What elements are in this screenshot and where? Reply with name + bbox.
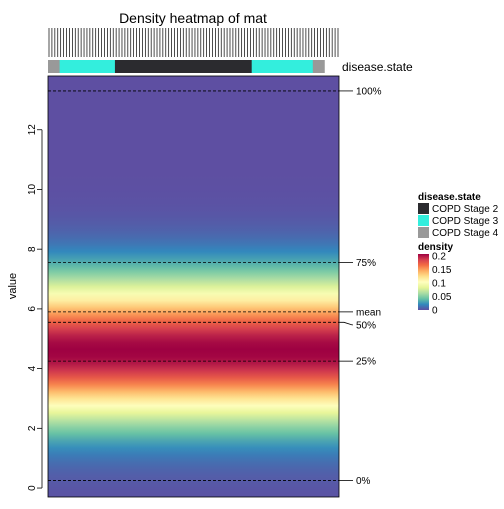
y-tick-label: 10 bbox=[27, 183, 38, 195]
quantile-label: 100% bbox=[356, 86, 382, 97]
legend-swatch bbox=[418, 227, 429, 238]
y-tick-label: 2 bbox=[27, 425, 38, 431]
y-axis-label: value bbox=[7, 273, 19, 299]
y-tick-label: 8 bbox=[27, 246, 38, 252]
annotation-cell bbox=[312, 60, 325, 73]
quantile-lines: 100% 75% mean 50% 25% 0% bbox=[48, 86, 382, 487]
legend-entry-label: COPD Stage 3 bbox=[432, 216, 499, 227]
y-tick-label: 0 bbox=[27, 485, 38, 491]
annotation-cell bbox=[59, 60, 116, 73]
legend-entry-label: COPD Stage 4 bbox=[432, 228, 499, 239]
chart-title: Density heatmap of mat bbox=[119, 10, 267, 26]
legend-swatch bbox=[418, 203, 429, 214]
annotation-cell bbox=[114, 60, 253, 73]
heatmap-border bbox=[47, 75, 340, 498]
quantile-label: 25% bbox=[356, 357, 376, 368]
quantile-label: 75% bbox=[356, 258, 376, 269]
annotation-cell bbox=[48, 60, 60, 73]
annotation-cell bbox=[251, 60, 314, 73]
annotation-label: disease.state bbox=[342, 60, 413, 74]
density-tick-label: 0.05 bbox=[432, 292, 452, 303]
density-legend-ticks: 0.2 0.15 0.1 0.05 0 bbox=[429, 252, 452, 317]
strip-background bbox=[48, 28, 339, 57]
density-heatmap-body bbox=[48, 76, 339, 497]
density-colorbar bbox=[418, 254, 429, 310]
legend-swatch bbox=[418, 215, 429, 226]
quantile-label: 0% bbox=[356, 476, 371, 487]
density-tick-label: 0.15 bbox=[432, 265, 452, 276]
y-tick-label: 6 bbox=[27, 306, 38, 312]
legend-entry-label: COPD Stage 2 bbox=[432, 204, 499, 215]
y-tick-label: 12 bbox=[27, 124, 38, 136]
density-tick-label: 0.2 bbox=[432, 252, 446, 263]
density-tick-label: 0 bbox=[432, 306, 438, 317]
quantile-label: mean bbox=[356, 307, 381, 318]
annotation-legend-title: disease.state bbox=[418, 192, 481, 203]
density-tick-label: 0.1 bbox=[432, 279, 446, 290]
quantile-label: 50% bbox=[356, 320, 376, 331]
y-axis: 0 2 4 6 8 10 12 bbox=[27, 124, 43, 491]
quantile-connector bbox=[339, 321, 353, 326]
column-dendrogram-strip bbox=[48, 28, 339, 57]
density-legend-title: density bbox=[418, 242, 453, 253]
y-tick-label: 4 bbox=[27, 365, 38, 371]
annotation-bar bbox=[48, 60, 325, 73]
